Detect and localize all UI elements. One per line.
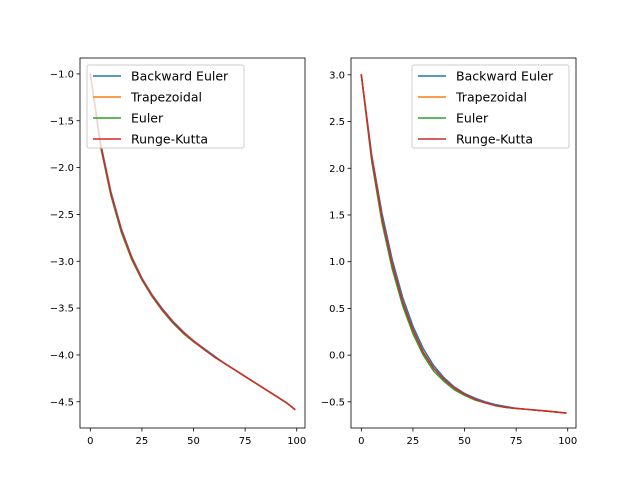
x-tick-label: 75 (239, 436, 252, 447)
y-tick-label: 0.0 (329, 351, 345, 362)
legend: Backward Euler Trapezoidal Euler Runge-Kutt… (411, 64, 570, 149)
y-tick-label: −1.0 (50, 69, 74, 80)
x-tick-label: 100 (287, 436, 306, 447)
legend-label: Euler (456, 111, 489, 126)
x-tick-label: 100 (558, 436, 577, 447)
legend-box (411, 64, 570, 149)
x-tick-label: 0 (87, 436, 93, 447)
y-tick-label: −0.5 (321, 397, 345, 408)
y-tick-label: −3.5 (50, 304, 74, 315)
x-tick-label: 50 (458, 436, 471, 447)
legend-label: Runge-Kutta (131, 132, 208, 147)
x-tick-label: 0 (358, 436, 364, 447)
axes-frame (79, 57, 306, 429)
y-tick-label: −2.5 (50, 210, 74, 221)
series-line-runge-kutta (89, 73, 296, 411)
x-tick-label: 25 (407, 436, 420, 447)
y-tick-label: −4.0 (50, 350, 74, 361)
y-tick-label: 1.5 (329, 210, 345, 221)
legend-label: Trapezoidal (130, 90, 202, 105)
y-tick-label: −3.0 (50, 257, 74, 268)
y-tick-label: 1.0 (329, 257, 345, 268)
y-tick-label: −2.0 (50, 163, 74, 174)
x-tick-label: 75 (510, 436, 523, 447)
legend-label: Backward Euler (131, 69, 229, 84)
y-tick-label: 2.5 (329, 117, 345, 128)
y-tick-label: 0.5 (329, 304, 345, 315)
y-tick-label: 2.0 (329, 164, 345, 175)
y-tick-label: −1.5 (50, 116, 74, 127)
y-tick-label: 3.0 (329, 70, 345, 81)
legend-box (86, 64, 245, 149)
right-chart: 0 25 50 75 100 3.0 2.5 2.0 1.5 1.0 0.5 0.0 −0.5 Backw… (321, 57, 577, 447)
y-tick-label: −4.5 (50, 397, 74, 408)
x-tick-label: 50 (187, 436, 200, 447)
legend-label: Euler (131, 111, 164, 126)
legend-label: Trapezoidal (455, 90, 527, 105)
legend: Backward Euler Trapezoidal Euler Runge-Kutt… (86, 64, 245, 149)
legend-label: Runge-Kutta (456, 132, 533, 147)
series-group (89, 73, 296, 411)
series-line-runge-kutta (360, 73, 567, 414)
series-group (360, 73, 567, 414)
x-tick-label: 25 (136, 436, 149, 447)
legend-label: Backward Euler (456, 69, 554, 84)
left-chart: 0 25 50 75 100 −1.0 −1.5 −2.0 −2.5 −3.0 −3.5 −4.0 −4… (50, 57, 306, 447)
axes-frame (350, 57, 577, 429)
